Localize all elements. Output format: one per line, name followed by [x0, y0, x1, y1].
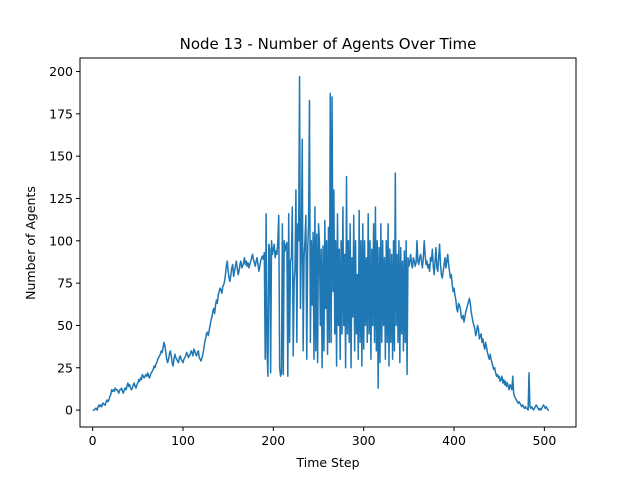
series-line — [92, 75, 549, 411]
x-tick-label: 400 — [442, 433, 466, 448]
x-tick-label: 100 — [171, 433, 195, 448]
x-axis-ticks: 0 100 200 300 400 500 — [89, 427, 556, 448]
y-tick-label: 0 — [65, 403, 73, 418]
y-tick-label: 175 — [49, 106, 73, 121]
chart-title: Node 13 - Number of Agents Over Time — [180, 35, 477, 53]
x-tick-label: 200 — [261, 433, 285, 448]
y-axis-label: Number of Agents — [23, 186, 38, 300]
y-tick-label: 50 — [57, 318, 73, 333]
x-tick-label: 500 — [532, 433, 556, 448]
y-tick-label: 75 — [57, 276, 73, 291]
x-axis-label: Time Step — [295, 455, 359, 470]
plot-area — [92, 75, 549, 411]
x-tick-label: 0 — [89, 433, 97, 448]
y-axis-ticks: 0 25 50 75 100 125 150 175 200 — [49, 64, 80, 418]
y-tick-label: 125 — [49, 191, 73, 206]
y-tick-label: 100 — [49, 233, 73, 248]
y-tick-label: 25 — [57, 360, 73, 375]
y-tick-label: 200 — [49, 64, 73, 79]
y-tick-label: 150 — [49, 149, 73, 164]
x-tick-label: 300 — [352, 433, 376, 448]
plot-frame — [79, 57, 577, 428]
